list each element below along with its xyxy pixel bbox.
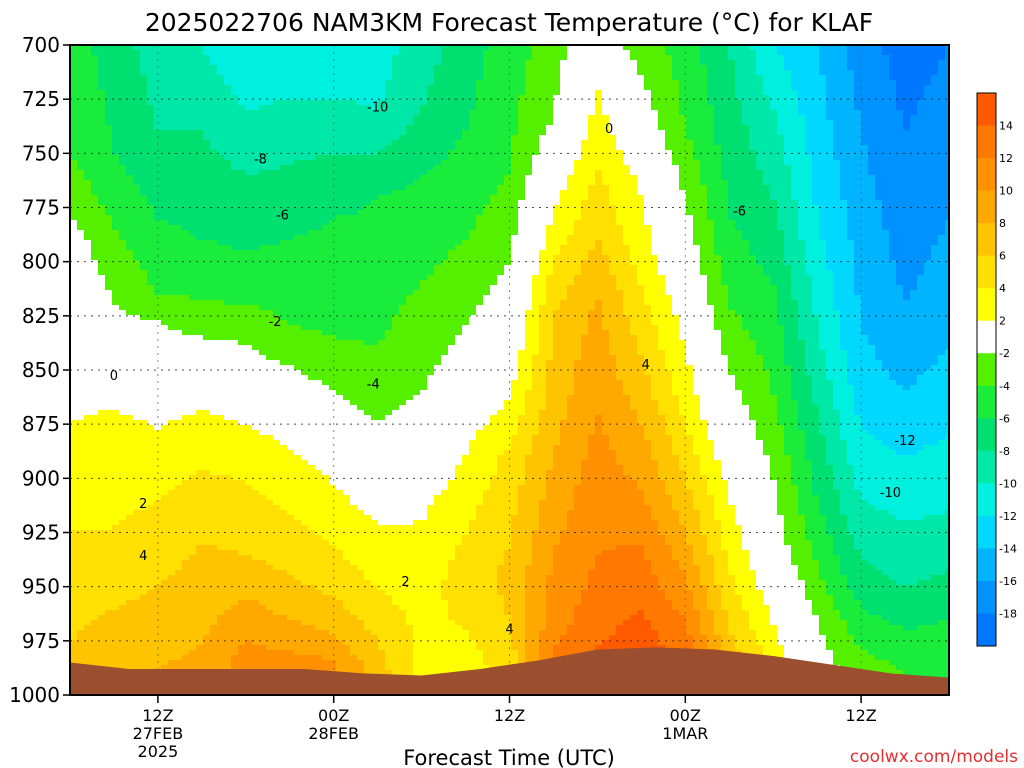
colorbar-bin xyxy=(977,418,996,452)
y-tick-label: 850 xyxy=(22,358,60,382)
chart-title: 2025022706 NAM3KM Forecast Temperature (… xyxy=(145,8,873,37)
colorbar-tick-label: -16 xyxy=(999,575,1017,588)
x-axis-label: Forecast Time (UTC) xyxy=(403,746,615,768)
y-tick-label: 825 xyxy=(22,304,60,328)
colorbar-bin xyxy=(977,320,996,354)
x-tick-label: 12Z xyxy=(845,706,876,725)
contour-labels: -10 -8 -6 -2 0 -4 0 -6 4 -12 -10 2 4 2 4 xyxy=(110,100,916,637)
terrain-surface xyxy=(70,647,949,695)
contour-label: -10 xyxy=(367,100,388,115)
y-tick-label: 725 xyxy=(22,87,60,111)
y-tick-label: 950 xyxy=(22,575,60,599)
colorbar-bin xyxy=(977,483,996,517)
y-tick-label: 900 xyxy=(22,466,60,490)
colorbar-tick-label: 8 xyxy=(999,217,1006,230)
y-tick-label: 750 xyxy=(22,141,60,165)
contour-label: -10 xyxy=(880,486,901,501)
colorbar-bin xyxy=(977,125,996,159)
contour-label: 0 xyxy=(110,369,118,384)
contour-label: 4 xyxy=(642,358,650,373)
colorbar-tick-label: -2 xyxy=(999,347,1010,360)
colorbar-frame xyxy=(976,92,997,647)
temperature-field xyxy=(70,45,949,695)
colorbar-bin xyxy=(977,385,996,419)
colorbar-bin xyxy=(977,255,996,289)
y-tick-label: 800 xyxy=(22,250,60,274)
colorbar-bin xyxy=(977,613,996,647)
credit-text: coolwx.com/models xyxy=(850,747,1018,767)
colorbar-tick-label: -6 xyxy=(999,412,1010,425)
contour-label: 4 xyxy=(139,549,147,564)
contour-label: 2 xyxy=(401,575,409,590)
colorbar-tick-label: -8 xyxy=(999,445,1010,458)
colorbar-bin xyxy=(977,515,996,549)
contour-label: -8 xyxy=(254,152,267,167)
colorbar-tick-label: 14 xyxy=(999,120,1013,133)
colorbar-tick-label: -10 xyxy=(999,477,1017,490)
colorbar-bin xyxy=(977,158,996,192)
y-tick-label: 925 xyxy=(22,521,60,545)
colorbar-tick-label: -12 xyxy=(999,510,1017,523)
colorbar-tick-label: -4 xyxy=(999,380,1010,393)
x-tick-label: 1MAR xyxy=(662,724,708,743)
x-tick-label: 12Z xyxy=(142,706,173,725)
contour-label: 4 xyxy=(505,623,513,638)
x-tick-label: 28FEB xyxy=(308,724,359,743)
colorbar-bin xyxy=(977,353,996,387)
x-tick-label: 12Z xyxy=(494,706,525,725)
terrain-layer xyxy=(70,647,949,695)
contour-label: -4 xyxy=(367,378,380,393)
colorbar-tick-label: 10 xyxy=(999,185,1013,198)
pressure-axis: 700 725 750 775 800 825 850 875 900 925 950 975 1000 xyxy=(9,33,70,707)
x-tick-label: 00Z xyxy=(670,706,701,725)
contour-label: -12 xyxy=(894,434,915,449)
colorbar-bin xyxy=(977,190,996,224)
x-tick-label: 27FEB xyxy=(133,724,184,743)
colorbar-bin xyxy=(977,93,996,127)
contour-label: -6 xyxy=(733,204,746,219)
contour-label: -2 xyxy=(269,315,282,330)
colorbar-tick-label: -14 xyxy=(999,542,1017,555)
y-tick-label: 875 xyxy=(22,412,60,436)
colorbar-bin xyxy=(977,548,996,582)
colorbar-tick-label: -18 xyxy=(999,607,1017,620)
colorbar-bin xyxy=(977,223,996,257)
y-tick-label: 775 xyxy=(22,196,60,220)
y-tick-label: 1000 xyxy=(9,683,60,707)
contour-label: -6 xyxy=(276,209,289,224)
colorbar-bin xyxy=(977,580,996,614)
y-tick-label: 700 xyxy=(22,33,60,57)
colorbar-tick-label: 2 xyxy=(999,315,1006,328)
x-tick-label: 2025 xyxy=(138,742,179,761)
colorbar-bin xyxy=(977,288,996,322)
x-tick-label: 00Z xyxy=(318,706,349,725)
colorbar-tick-label: 12 xyxy=(999,152,1013,165)
contour-label: 2 xyxy=(139,497,147,512)
y-tick-label: 975 xyxy=(22,629,60,653)
colorbar-legend: 14 12 10 8 6 4 2 -2 -4 -6 -8 -10 -12 -14 -16 -18 xyxy=(976,92,1017,647)
colorbar-tick-label: 4 xyxy=(999,282,1006,295)
colorbar-bin xyxy=(977,450,996,484)
colorbar-tick-label: 6 xyxy=(999,250,1006,263)
contour-label: 0 xyxy=(605,122,613,137)
